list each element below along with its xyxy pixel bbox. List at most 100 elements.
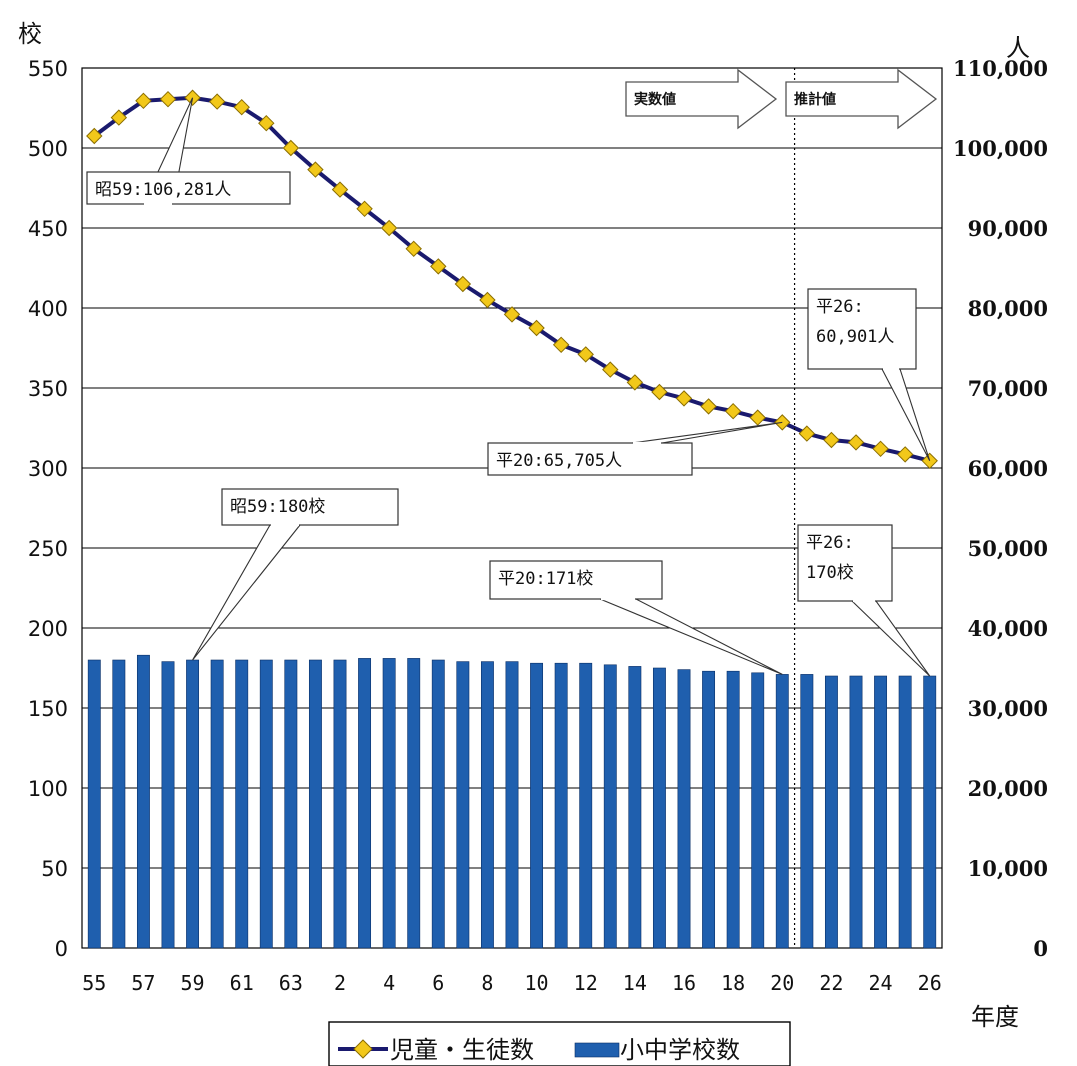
line-point — [405, 240, 422, 258]
line-point — [675, 390, 693, 407]
bar — [874, 675, 888, 949]
bar — [284, 659, 298, 949]
callout-box — [487, 442, 693, 476]
bar — [726, 670, 740, 949]
line-point — [258, 114, 275, 132]
bar — [259, 659, 273, 949]
line-point — [110, 109, 128, 126]
y-left-tick-label: 300 — [28, 457, 68, 481]
y-left-tick-label: 250 — [28, 537, 68, 561]
bar — [161, 661, 175, 949]
line-point — [798, 425, 816, 442]
line-point — [479, 291, 496, 309]
line-point — [552, 336, 570, 354]
bar — [898, 675, 912, 949]
legend-marker-swatch — [353, 1039, 373, 1059]
line-point — [872, 440, 889, 458]
y-left-tick-label: 400 — [28, 297, 68, 321]
y-right-tick-label: 30,000 — [968, 696, 1048, 721]
bar — [677, 669, 691, 949]
divider-layer: 実数値 推計値 — [625, 68, 938, 948]
bar — [751, 672, 765, 949]
callout-label: 昭59:180校 — [230, 497, 325, 517]
actual-values-arrow — [625, 68, 778, 130]
line-point — [503, 306, 521, 323]
bar — [505, 661, 519, 949]
x-tick-label: 55 — [82, 971, 106, 995]
projected-values-label: 推計値 — [794, 91, 836, 108]
x-tick-label: 14 — [623, 971, 647, 995]
x-tick-label: 8 — [481, 971, 493, 995]
line-point — [724, 402, 742, 420]
line-point — [749, 409, 766, 426]
line-point — [208, 93, 226, 110]
line-point — [380, 219, 398, 237]
y-left-axis-label: 校 — [18, 20, 42, 48]
y-right-tick-label: 100,000 — [953, 136, 1048, 161]
line-point — [86, 127, 103, 145]
bar — [849, 675, 863, 949]
line-point — [651, 383, 668, 401]
bar — [702, 670, 716, 949]
y-left-tick-label: 150 — [28, 697, 68, 721]
callout-box — [489, 560, 663, 600]
callout-line: 昭59:180校 — [230, 497, 325, 517]
y-right-tick-label: 10,000 — [968, 856, 1048, 881]
callout-label: 平20:171校 — [498, 569, 593, 589]
line-point — [430, 258, 447, 275]
y-right-tick-label: 20,000 — [968, 776, 1048, 801]
bar — [186, 659, 200, 949]
x-tick-label: 61 — [230, 971, 254, 995]
x-tick-label: 4 — [383, 971, 395, 995]
x-tick-label: 57 — [131, 971, 155, 995]
bar — [382, 658, 396, 949]
legend-label-bar: 小中学校数 — [620, 1036, 740, 1064]
bar — [652, 667, 666, 949]
callout-label: 平26: 60,901人 — [816, 297, 894, 347]
y-right-tick-label: 60,000 — [968, 456, 1048, 481]
y-left-tick-label: 0 — [55, 937, 68, 961]
y-left-tick-label: 200 — [28, 617, 68, 641]
callout-box — [797, 524, 893, 602]
y-right-tick-label: 90,000 — [968, 216, 1048, 241]
y-right-tick-label: 80,000 — [968, 296, 1048, 321]
bar — [554, 662, 568, 949]
x-tick-label: 24 — [869, 971, 893, 995]
bar — [112, 659, 126, 949]
bar — [603, 664, 617, 949]
bar — [358, 658, 372, 949]
x-tick-label: 16 — [672, 971, 696, 995]
y-right-axis-label: 人 — [1006, 34, 1030, 62]
bar — [530, 662, 544, 949]
callout-line: 平26: — [806, 533, 854, 553]
x-axis-label: 年度 — [971, 1003, 1019, 1031]
bar — [775, 674, 789, 949]
actual-values-label: 実数値 — [634, 91, 676, 108]
line-point — [896, 446, 914, 463]
line-point — [159, 90, 177, 108]
y-right-tick-label: 70,000 — [968, 376, 1048, 401]
bar — [210, 659, 224, 949]
callout-line: 平20:65,705人 — [496, 451, 622, 471]
legend-bar-swatch — [574, 1042, 620, 1058]
x-tick-label: 63 — [279, 971, 303, 995]
bar — [579, 662, 593, 949]
bar — [87, 659, 101, 949]
line-series — [86, 89, 938, 469]
callout-line: 60,901人 — [816, 327, 894, 347]
line-point — [454, 275, 472, 293]
bar — [480, 661, 494, 949]
bar — [824, 675, 838, 949]
bar — [308, 659, 322, 949]
callout-line: 平20:171校 — [498, 569, 593, 589]
y-left-tick-label: 100 — [28, 777, 68, 801]
line-point — [577, 346, 594, 363]
callout-box — [221, 488, 399, 526]
y-right-tick-label: 0 — [1033, 936, 1048, 961]
bar — [333, 659, 347, 949]
line-point — [700, 398, 717, 415]
x-tick-label: 10 — [525, 971, 549, 995]
callout-box — [86, 171, 291, 205]
